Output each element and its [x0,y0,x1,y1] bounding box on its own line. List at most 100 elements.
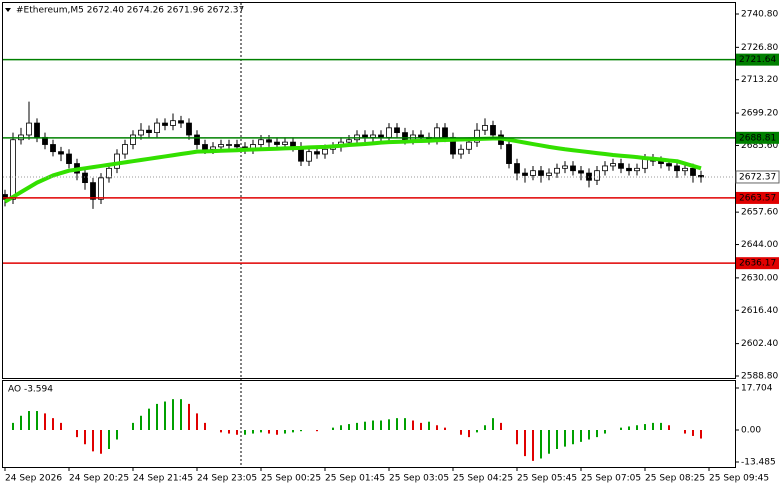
candle-body [50,144,56,153]
indicator-frame [2,380,736,468]
indicator-y-tick-label: 0.00 [741,426,761,436]
main-frame [2,2,736,379]
x-tick-label: 25 Sep 01:45 [325,474,385,484]
candle-body [234,144,240,148]
indicator-y-tick-label: 17.704 [741,383,773,393]
candle-body [546,172,552,176]
current-price-box [735,170,780,184]
candle-body [154,122,160,134]
candle-body [490,125,496,136]
candle-body [162,122,168,126]
candle-body [474,129,480,143]
candle-body [186,122,192,136]
candle-body [194,134,200,145]
candle-body [674,165,680,172]
candle-body [34,122,40,138]
candle-body [218,144,224,148]
candle-body [634,167,640,172]
y-tick-label: 2588.80 [741,371,778,381]
y-tick-label: 2699.20 [741,109,778,119]
candle-body [146,129,152,134]
x-tick-label: 25 Sep 05:45 [517,474,577,484]
candle-body [2,194,8,200]
candle-body [554,167,560,174]
candle-body [114,153,120,169]
x-tick-label: 24 Sep 2026 [5,474,62,484]
candle-body [122,144,128,155]
candle-body [58,151,64,155]
x-tick-label: 24 Sep 20:25 [69,474,129,484]
candle-body [98,177,104,200]
candle-body [106,167,112,179]
indicator-y-tick-label: -13.485 [741,458,776,468]
candle-body [458,148,464,155]
y-tick-label: 2602.40 [741,339,778,349]
x-tick-label: 25 Sep 03:05 [389,474,449,484]
level-box [736,257,779,270]
candle-body [394,127,400,134]
candle-body [82,172,88,184]
x-tick-label: 25 Sep 09:45 [709,474,769,484]
candle-body [666,163,672,167]
candle-body [578,170,584,174]
candle-body [378,134,384,138]
candle-body [618,163,624,169]
candle-body [482,125,488,131]
candle-body [178,120,184,124]
indicator-title: AO -3.594 [8,385,53,395]
candle-body [418,134,424,138]
x-tick-label: 25 Sep 00:25 [261,474,321,484]
candle-body [698,175,704,178]
candle-body [10,139,16,200]
candle-body [682,167,688,172]
candle-body [538,170,544,176]
candle-body [314,151,320,155]
chart-title: #Ethereum,M5 2672.40 2674.26 2671.96 267… [16,6,244,16]
candle-body [274,141,280,145]
candle-body [386,127,392,138]
candle-body [66,153,72,164]
candle-body [130,134,136,145]
candle-body [690,167,696,176]
candle-body [610,163,616,167]
candle-body [594,170,600,181]
level-box [736,53,779,66]
y-tick-label: 2685.60 [741,141,778,151]
candle-body [522,172,528,176]
x-tick-label: 25 Sep 08:25 [645,474,705,484]
y-tick-label: 2713.20 [741,75,778,85]
candle-body [322,148,328,155]
y-tick-label: 2740.80 [741,10,778,20]
level-label: 2663.57 [739,193,776,203]
y-tick-label: 2726.80 [741,43,778,53]
x-tick-label: 25 Sep 04:25 [453,474,513,484]
candle-body [530,170,536,176]
candle-body [514,163,520,174]
level-box [736,131,779,144]
candle-body [210,146,216,150]
candle-body [570,165,576,172]
menu-arrow [5,8,11,12]
candle-body [506,144,512,164]
y-tick-label: 2657.60 [741,208,778,218]
candle-body [138,129,144,136]
y-tick-label: 2630.00 [741,273,778,283]
candle-body [282,141,288,145]
candle-body [562,165,568,169]
candle-body [346,139,352,143]
candle-body [202,144,208,150]
level-label: 2721.64 [739,55,776,65]
candle-body [362,134,368,138]
candle-body [466,141,472,150]
level-label: 2688.81 [739,133,776,143]
y-tick-label: 2616.40 [741,306,778,316]
candle-body [266,139,272,143]
moving-average [3,136,702,204]
candle-body [90,182,96,200]
candle-body [442,127,448,138]
level-box [736,191,779,204]
level-label: 2636.17 [739,259,776,269]
x-tick-label: 24 Sep 23:05 [197,474,257,484]
